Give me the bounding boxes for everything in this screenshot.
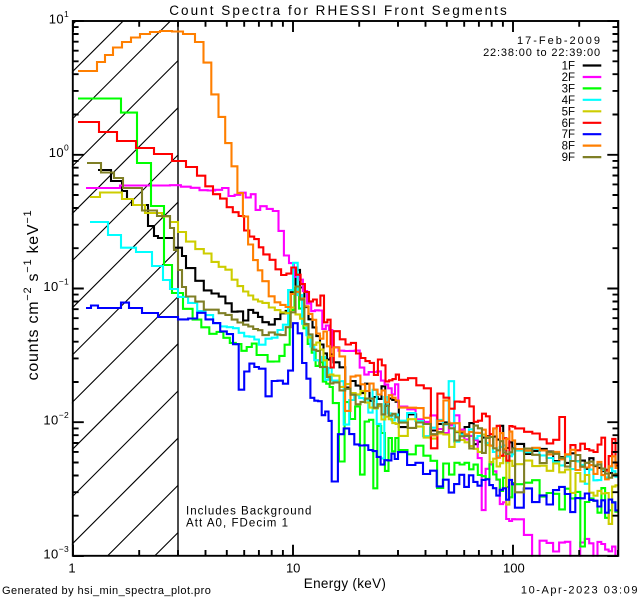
svg-text:Count Spectra for RHESSI Front: Count Spectra for RHESSI Front Segments xyxy=(169,3,509,18)
svg-text:Energy (keV): Energy (keV) xyxy=(304,576,386,591)
svg-text:Includes Background: Includes Background xyxy=(186,506,312,518)
svg-text:2F: 2F xyxy=(562,72,575,84)
svg-text:7F: 7F xyxy=(562,129,575,141)
svg-text:6F: 6F xyxy=(562,118,575,130)
svg-text:8F: 8F xyxy=(562,141,575,153)
svg-text:10-Apr-2023 03:09: 10-Apr-2023 03:09 xyxy=(521,585,639,597)
svg-text:5F: 5F xyxy=(562,106,575,118)
svg-text:101: 101 xyxy=(49,9,69,27)
svg-text:1: 1 xyxy=(68,561,75,576)
svg-text:Generated by hsi_min_spectra_p: Generated by hsi_min_spectra_plot.pro xyxy=(2,585,211,597)
svg-text:100: 100 xyxy=(49,143,69,161)
svg-text:1F: 1F xyxy=(562,61,575,73)
svg-text:17-Feb-2009: 17-Feb-2009 xyxy=(517,35,602,47)
svg-text:10: 10 xyxy=(286,561,300,576)
svg-text:9F: 9F xyxy=(562,152,575,164)
svg-text:counts cm−2 s−1 keV−1: counts cm−2 s−1 keV−1 xyxy=(22,210,42,381)
svg-text:4F: 4F xyxy=(562,95,575,107)
svg-text:Att A0, FDecim 1: Att A0, FDecim 1 xyxy=(186,517,289,529)
svg-text:3F: 3F xyxy=(562,83,575,95)
svg-text:100: 100 xyxy=(503,561,525,576)
svg-text:22:38:00 to 22:39:00: 22:38:00 to 22:39:00 xyxy=(483,47,601,59)
